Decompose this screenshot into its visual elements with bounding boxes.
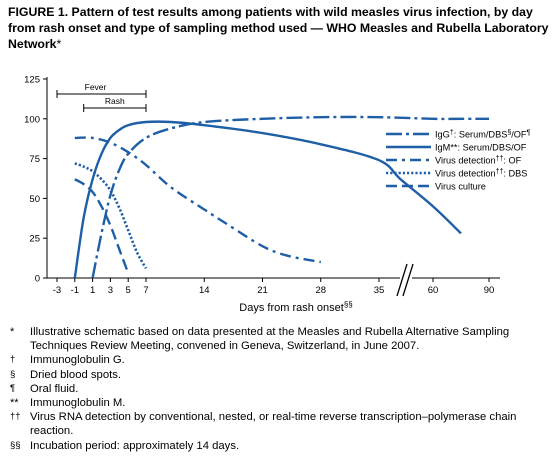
figure-title: FIGURE 1. Pattern of test results among … bbox=[8, 4, 552, 52]
x-axis-title-text: Days from rash onset bbox=[239, 302, 344, 314]
y-tick-label: 0 bbox=[35, 274, 40, 285]
footnote-text: Virus RNA detection by conventional, nes… bbox=[30, 411, 517, 438]
x-tick-label: -1 bbox=[71, 285, 79, 296]
rash-label: Rash bbox=[105, 96, 125, 106]
x-tick-label: 60 bbox=[428, 285, 439, 296]
x-tick-label: 14 bbox=[199, 285, 210, 296]
annotation-layer: Fever Rash bbox=[56, 82, 414, 297]
footnote-text: Oral fluid. bbox=[30, 382, 79, 395]
x-tick-label: 21 bbox=[257, 285, 268, 296]
igg-line bbox=[91, 115, 489, 279]
rash-period-bar bbox=[83, 104, 147, 112]
x-axis-title: Days from rash onset§§ bbox=[239, 300, 352, 314]
footnote-text: Illustrative schematic based on data pre… bbox=[30, 326, 510, 353]
y-tick-label: 75 bbox=[29, 154, 40, 165]
footnote-item: † Immunoglobulin G. bbox=[10, 353, 550, 367]
figure-title-footnote-mark: * bbox=[56, 37, 62, 51]
x-tick-label: 90 bbox=[484, 285, 495, 296]
y-tick-label: 100 bbox=[24, 114, 40, 125]
footnote-text: Dried blood spots. bbox=[30, 368, 122, 381]
footnote-item: ** Immunoglobulin M. bbox=[10, 396, 550, 410]
virus-culture-line bbox=[74, 178, 130, 274]
x-tick-label: 7 bbox=[143, 285, 148, 296]
x-tick-label: 28 bbox=[315, 285, 326, 296]
footnote-marker: ¶ bbox=[10, 382, 16, 394]
footnote-item: †† Virus RNA detection by conventional, n… bbox=[10, 410, 550, 438]
x-tick-label: 3 bbox=[108, 285, 113, 296]
footnote-marker: † bbox=[10, 354, 16, 366]
fever-period-bar bbox=[56, 90, 147, 98]
y-tick-label: 125 bbox=[24, 75, 40, 86]
legend-virus-detection-of-label: Virus detection††: OF bbox=[435, 156, 522, 166]
axis-break bbox=[396, 248, 414, 297]
x-axis-title-mark: §§ bbox=[344, 300, 353, 309]
x-tick-label: 1 bbox=[90, 285, 95, 296]
footnote-item: §§ Incubation period: approximately 14 da… bbox=[10, 439, 550, 453]
x-tick-label: 35 bbox=[374, 285, 385, 296]
legend-virus-detection-dbs-label: Virus detection††: DBS bbox=[435, 169, 527, 179]
virus-detection-dbs-line bbox=[74, 162, 148, 270]
footnote-marker: §§ bbox=[10, 439, 21, 451]
footnote-text: Incubation period: approximately 14 days… bbox=[30, 439, 240, 452]
x-tick-label: -3 bbox=[53, 285, 61, 296]
footnote-text: Immunoglobulin G. bbox=[30, 354, 125, 367]
legend-igm-label: IgM**: Serum/DBS/OF bbox=[435, 143, 527, 153]
footnote-text: Immunoglobulin M. bbox=[30, 397, 126, 410]
footnote-item: ¶ Oral fluid. bbox=[10, 382, 550, 396]
footnote-marker: § bbox=[10, 368, 16, 380]
footnote-marker: * bbox=[10, 326, 15, 338]
axes bbox=[46, 77, 500, 279]
igm-line bbox=[73, 120, 462, 279]
legend-igg-label: IgG†: Serum/DBS§/OF¶ bbox=[435, 130, 531, 140]
y-tick-label: 50 bbox=[29, 194, 40, 205]
footnotes: * Illustrative schematic based on data pr… bbox=[10, 325, 550, 453]
legend: IgG†: Serum/DBS§/OF¶ IgM**: Serum/DBS/OF V… bbox=[386, 130, 531, 192]
footnote-item: § Dried blood spots. bbox=[10, 368, 550, 382]
footnote-marker: †† bbox=[10, 411, 21, 423]
virus-detection-of-line bbox=[74, 136, 322, 264]
legend-virus-culture-label: Virus culture bbox=[435, 182, 486, 192]
y-tick-label: 25 bbox=[29, 234, 40, 245]
figure-title-text: FIGURE 1. Pattern of test results among … bbox=[8, 5, 549, 51]
footnote-item: * Illustrative schematic based on data pr… bbox=[10, 325, 550, 353]
footnote-marker: ** bbox=[10, 397, 19, 410]
fever-label: Fever bbox=[85, 82, 107, 92]
x-tick-label: 5 bbox=[126, 285, 131, 296]
series-layer bbox=[73, 115, 489, 279]
